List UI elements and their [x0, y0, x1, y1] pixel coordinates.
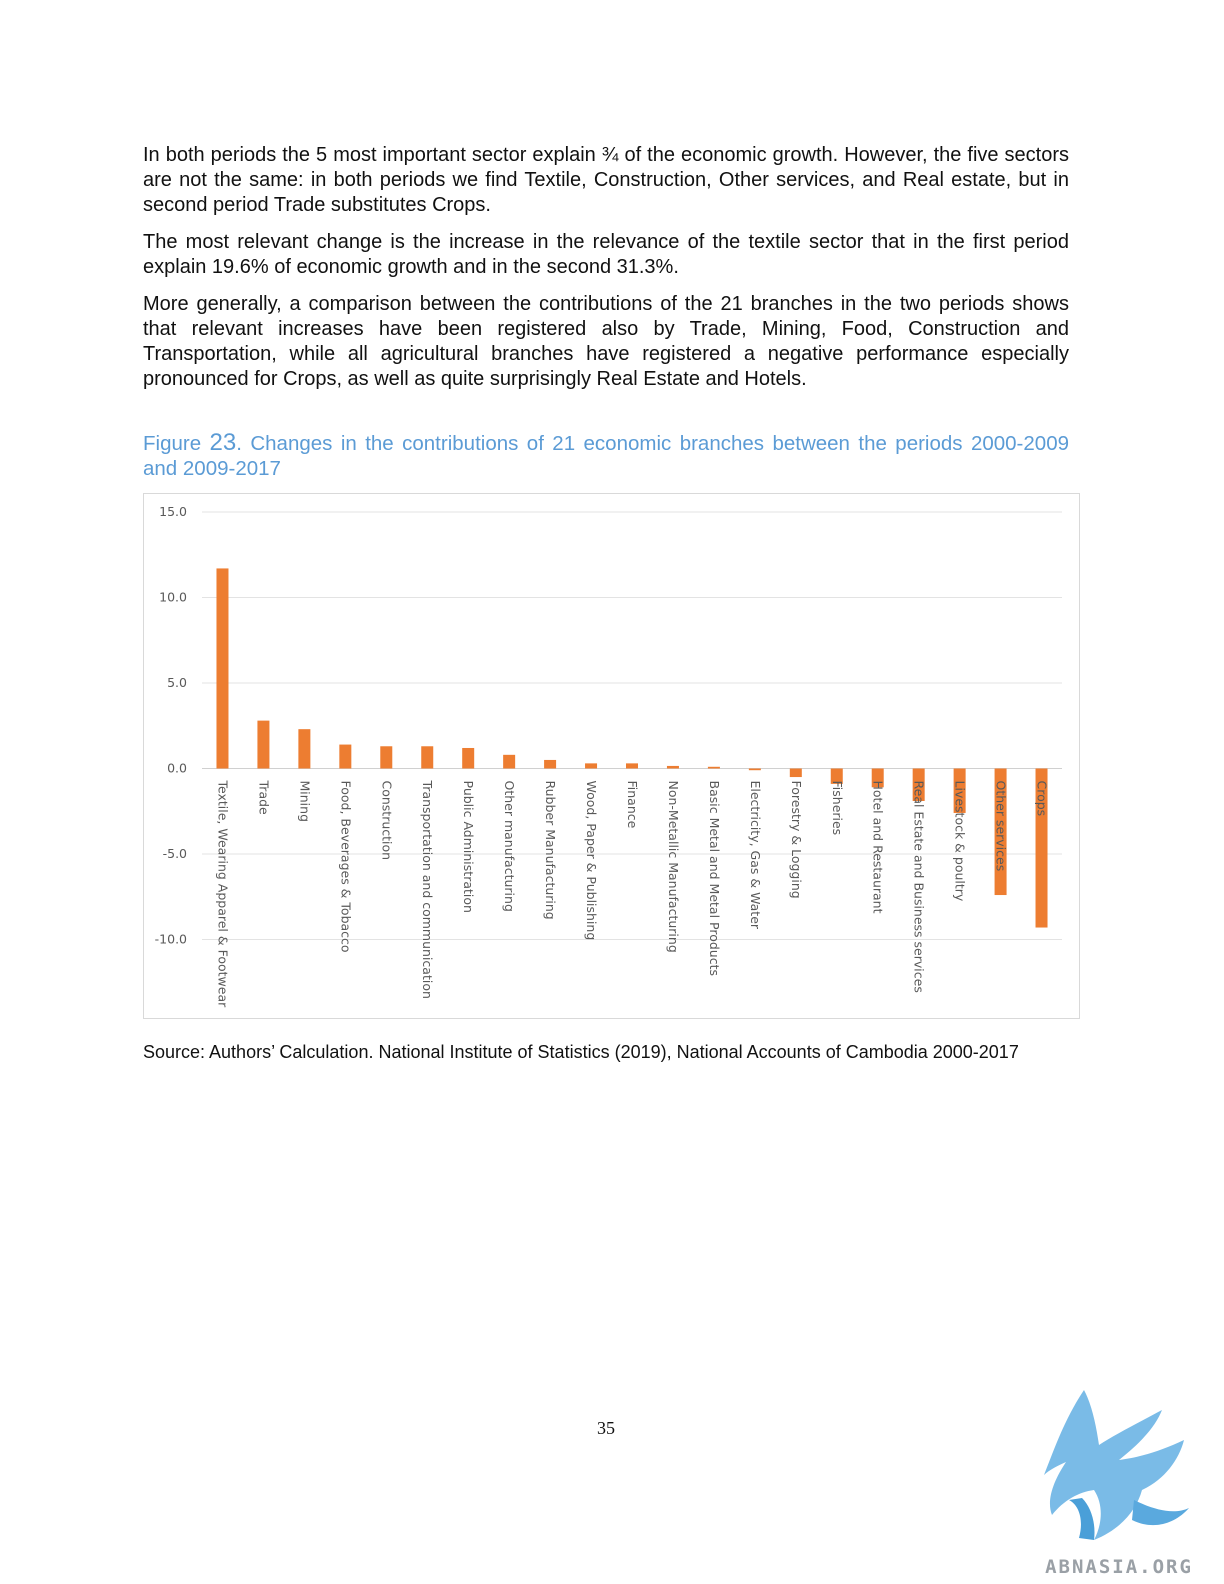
chart-frame: 15.0 10.0 5.0 0.0 -5.0 -10.0 Textile, Wearing … — [143, 493, 1080, 1019]
x-tick-label: Public Administration — [461, 781, 476, 913]
y-tick-label: 15.0 — [159, 504, 187, 519]
paragraph-1: In both periods the 5 most important sec… — [143, 144, 1069, 216]
figure-number: 23 — [209, 429, 237, 456]
x-tick-label: Trade — [256, 780, 271, 816]
bar-chart: 15.0 10.0 5.0 0.0 -5.0 -10.0 Textile, Wearing … — [155, 504, 1062, 1009]
bar — [830, 768, 843, 784]
body-text: In both periods the 5 most important sec… — [143, 143, 1069, 404]
x-tick-label: Other manufacturing — [502, 781, 517, 912]
y-tick-label: 0.0 — [167, 761, 187, 776]
bar — [421, 746, 434, 769]
x-tick-label: Crops — [1035, 781, 1050, 817]
x-tick-label: Textile, Wearing Apparel & Footwear — [215, 780, 230, 1009]
griffin-logo-icon — [1044, 1390, 1189, 1540]
bar — [912, 768, 925, 801]
bar — [707, 766, 720, 769]
source-note: Source: Authors’ Calculation. National I… — [143, 1042, 1019, 1062]
bar — [789, 768, 802, 778]
paragraph-3: More generally, a comparison between the… — [143, 293, 1069, 390]
x-tick-label: Basic Metal and Metal Products — [707, 781, 722, 977]
bar — [666, 765, 679, 769]
page-number: 35 — [597, 1418, 615, 1438]
bar — [257, 720, 270, 769]
bar — [298, 729, 311, 769]
x-tick-label: Rubber Manufacturing — [543, 781, 558, 920]
x-tick-label: Real Estate and Business services — [912, 781, 927, 993]
bar — [1035, 768, 1048, 928]
x-tick-label: Transportation and communication — [420, 780, 435, 999]
x-tick-label: Food, Beverages & Tobacco — [338, 781, 353, 953]
paragraph-2: The most relevant change is the increase… — [143, 231, 1069, 278]
bar — [953, 768, 966, 813]
x-tick-label: Forestry & Logging — [789, 781, 804, 899]
bar — [544, 759, 557, 769]
figure-title: . Changes in the contributions of 21 eco… — [143, 432, 1069, 480]
bar — [503, 754, 516, 769]
figure-caption: Figure 23. Changes in the contributions … — [143, 430, 1069, 481]
x-tick-label: Finance — [625, 781, 640, 829]
x-tick-label: Other services — [994, 781, 1009, 872]
bar — [380, 746, 393, 769]
x-tick-label: Construction — [379, 781, 394, 861]
bar — [339, 744, 352, 769]
bar — [626, 763, 638, 769]
bar — [994, 768, 1007, 896]
x-tick-label: Electricity, Gas & Water — [748, 781, 763, 930]
watermark-text: ABNASIA.ORG — [1045, 1556, 1193, 1578]
x-tick-label: Mining — [297, 781, 312, 823]
x-tick-label: Livestock & poultry — [953, 781, 968, 902]
y-tick-label: -5.0 — [163, 846, 187, 861]
y-tick-label: 5.0 — [167, 675, 187, 690]
y-tick-label: -10.0 — [155, 932, 187, 947]
x-tick-label: Non-Metallic Manufacturing — [666, 781, 681, 953]
bar — [748, 768, 761, 771]
bar — [462, 747, 475, 769]
x-tick-label: Fisheries — [830, 781, 845, 836]
watermark-logo: ABNASIA.ORG — [1024, 1380, 1214, 1580]
x-tick-label: Wood, Paper & Publishing — [584, 781, 599, 941]
x-tick-label: Hotel and Restaurant — [871, 781, 886, 914]
bar — [216, 568, 229, 769]
bar — [871, 768, 884, 788]
bar — [585, 763, 598, 769]
figure-prefix: Figure — [143, 432, 210, 455]
y-tick-label: 10.0 — [159, 590, 187, 605]
